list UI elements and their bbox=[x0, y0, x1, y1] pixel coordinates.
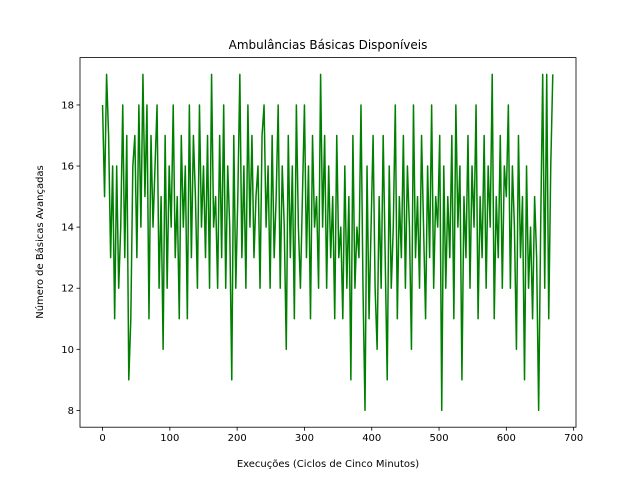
y-tick-label: 16 bbox=[61, 162, 74, 173]
y-tick-label: 18 bbox=[61, 100, 74, 111]
x-tick-label: 300 bbox=[295, 433, 314, 444]
x-tick-label: 500 bbox=[429, 433, 448, 444]
x-tick-label: 400 bbox=[362, 433, 381, 444]
x-tick-label: 700 bbox=[564, 433, 583, 444]
x-tick-label: 600 bbox=[497, 433, 516, 444]
x-axis-label: Execuções (Ciclos de Cinco Minutos) bbox=[237, 459, 419, 470]
chart-title: Ambulâncias Básicas Disponíveis bbox=[229, 38, 428, 52]
y-tick-label: 14 bbox=[61, 223, 74, 234]
axes-frame bbox=[79, 57, 577, 428]
data-line bbox=[101, 73, 554, 412]
y-tick-label: 8 bbox=[68, 406, 74, 417]
y-tick-label: 10 bbox=[61, 345, 74, 356]
y-tick-label: 12 bbox=[61, 284, 74, 295]
x-tick-label: 100 bbox=[160, 433, 179, 444]
x-tick-label: 0 bbox=[99, 433, 105, 444]
y-axis-label: Número de Básicas Avançadas bbox=[34, 165, 46, 319]
x-tick-label: 200 bbox=[228, 433, 247, 444]
